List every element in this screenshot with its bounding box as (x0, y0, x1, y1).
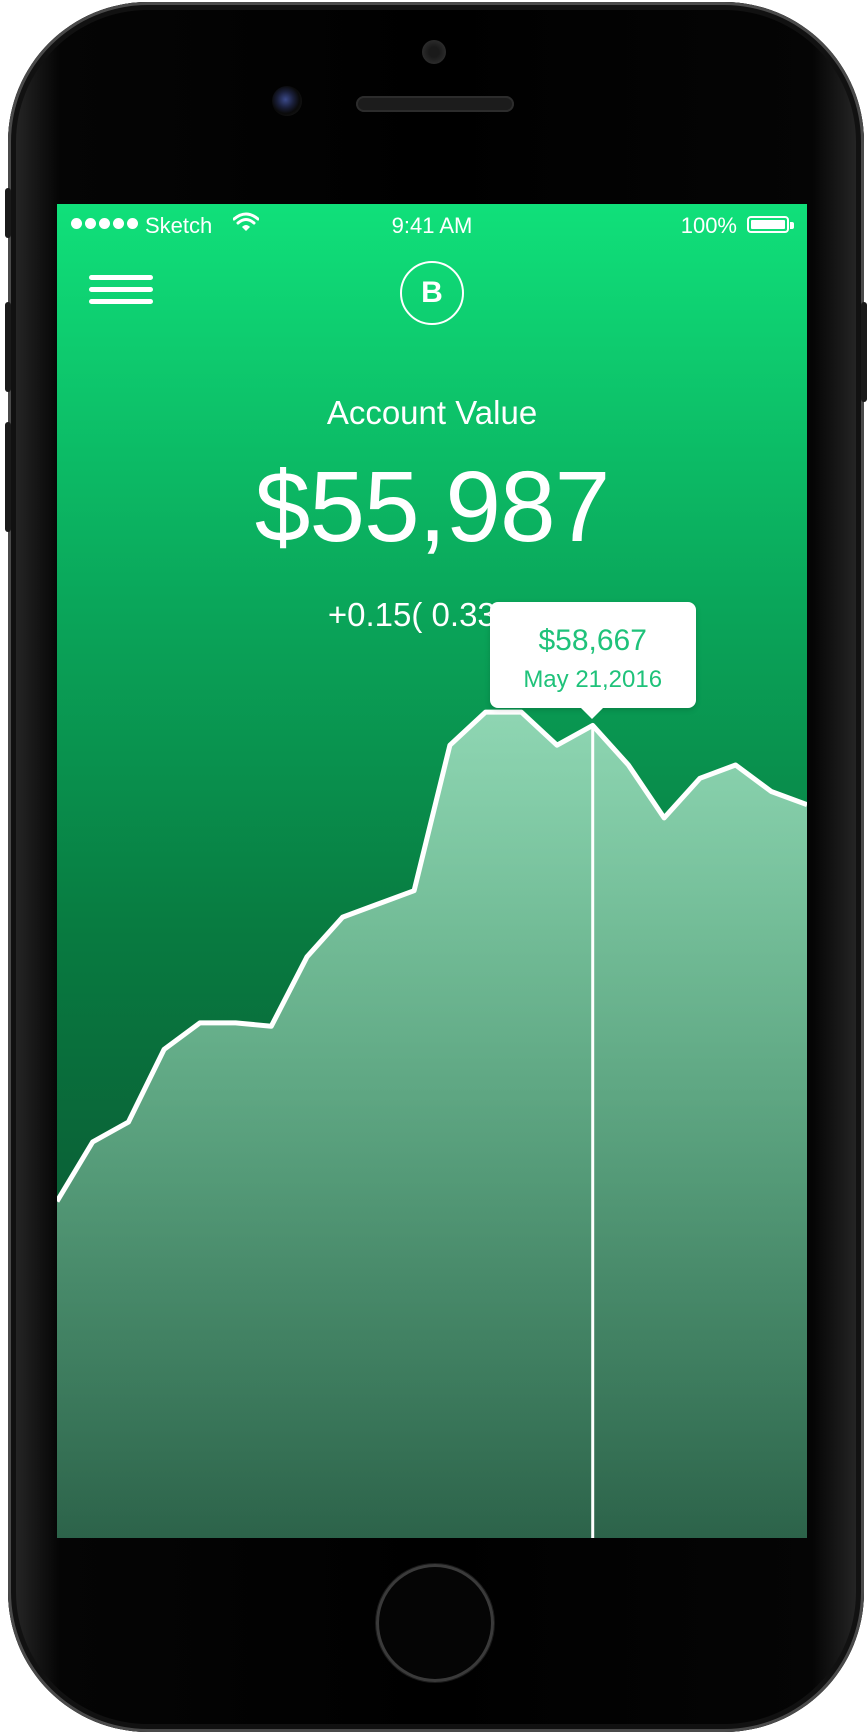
proximity-sensor (422, 40, 446, 64)
app-screen: Sketch 9:41 AM 100% B Account Value $55,… (57, 204, 807, 1538)
signal-icon (71, 218, 138, 229)
battery-icon (747, 216, 789, 233)
tooltip-date: May 21,2016 (523, 666, 663, 694)
wifi-icon (233, 212, 259, 231)
hamburger-icon[interactable] (89, 275, 153, 311)
app-logo[interactable]: B (400, 261, 464, 325)
chart-tooltip: $58,667 May 21,2016 (489, 602, 696, 720)
battery-percent: 100% (680, 213, 737, 238)
account-value-label: Account Value (326, 394, 538, 431)
carrier-name: Sketch (145, 213, 213, 238)
tooltip-value: $58,667 (538, 624, 647, 658)
home-button[interactable] (376, 1564, 494, 1682)
chart-area (57, 712, 807, 1538)
silent-switch (5, 188, 11, 238)
volume-down-button (5, 422, 11, 532)
tooltip-arrow (579, 707, 604, 720)
account-value-chart[interactable] (57, 204, 807, 1538)
power-button (861, 302, 867, 402)
volume-up-button (5, 302, 11, 392)
status-time: 9:41 AM (391, 213, 473, 238)
battery-tip (790, 222, 794, 229)
earpiece-speaker (356, 96, 514, 112)
front-camera (272, 86, 302, 116)
account-value: $55,987 (254, 451, 610, 563)
status-bar: Sketch 9:41 AM 100% (57, 204, 807, 244)
chart-line (57, 709, 807, 1203)
